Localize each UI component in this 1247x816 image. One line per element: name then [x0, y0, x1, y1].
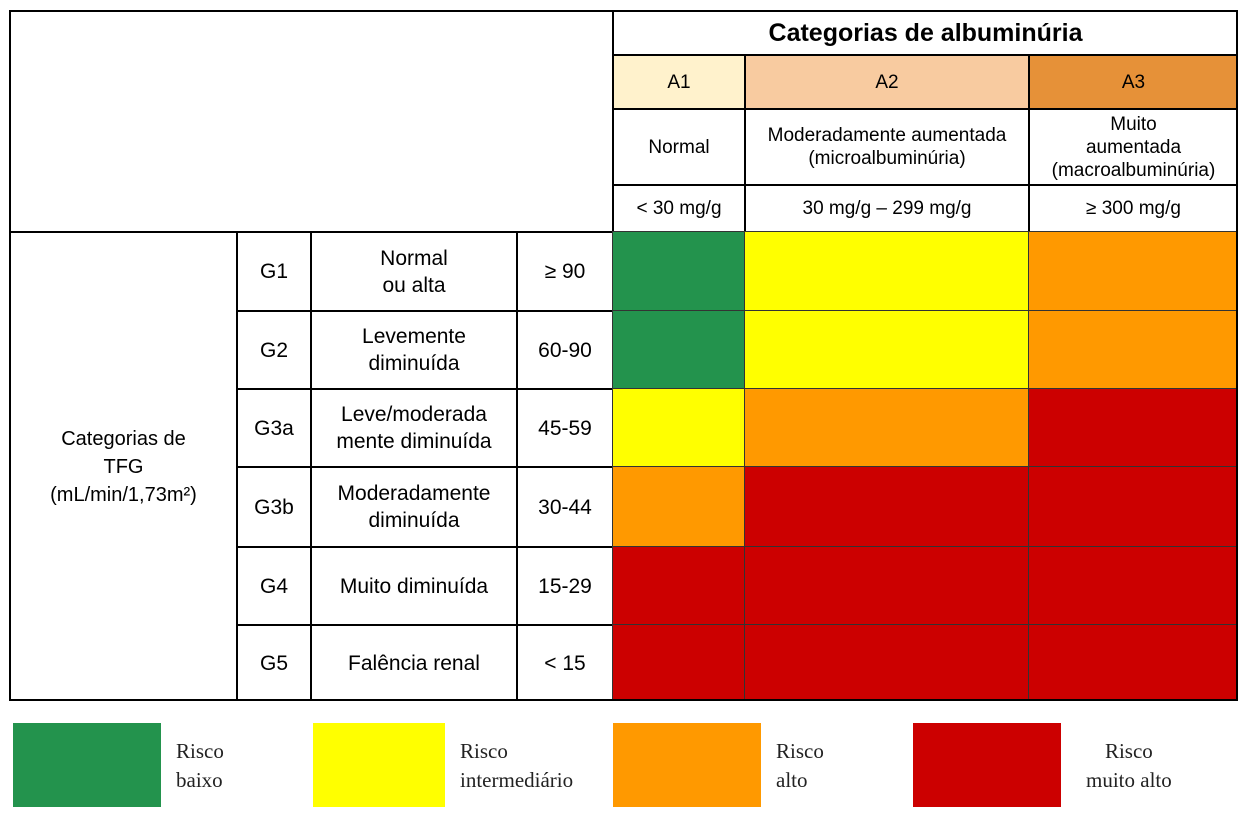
- header-a2: A2: [744, 54, 1028, 108]
- legend-label-baixo: Risco baixo: [176, 739, 224, 792]
- header-a3: A3: [1028, 54, 1237, 108]
- row-code: G5: [236, 624, 310, 700]
- row-code: G3b: [236, 466, 310, 546]
- row-description: Muito diminuída: [310, 546, 516, 624]
- desc-a3: Muito aumentada (macroalbuminúria): [1028, 108, 1237, 184]
- risk-cell-g3b-a3: [1028, 466, 1237, 546]
- row-code: G1: [236, 231, 310, 310]
- range-a1: < 30 mg/g: [612, 184, 744, 231]
- row-range: < 15: [516, 624, 612, 700]
- desc-a2: Moderadamente aumentada (microalbuminúri…: [744, 108, 1028, 184]
- row-range: ≥ 90: [516, 231, 612, 310]
- risk-cell-g5-a3: [1028, 624, 1237, 700]
- risk-cell-g3a-a2: [744, 388, 1028, 466]
- range-a2: 30 mg/g – 299 mg/g: [744, 184, 1028, 231]
- legend-label-muito-alto: Risco muito alto: [1086, 739, 1172, 792]
- risk-cell-g3b-a1: [612, 466, 744, 546]
- row-code: G4: [236, 546, 310, 624]
- row-range: 30-44: [516, 466, 612, 546]
- corner-blank: [9, 10, 612, 231]
- risk-cell-g3a-a3: [1028, 388, 1237, 466]
- risk-cell-g4-a3: [1028, 546, 1237, 624]
- albuminuria-title: Categorias de albuminúria: [612, 10, 1237, 54]
- row-range: 45-59: [516, 388, 612, 466]
- row-description: Leve/moderada mente diminuída: [310, 388, 516, 466]
- desc-a1: Normal: [612, 108, 744, 184]
- row-range: 60-90: [516, 310, 612, 388]
- row-range: 15-29: [516, 546, 612, 624]
- risk-cell-g5-a2: [744, 624, 1028, 700]
- row-description: Normal ou alta: [310, 231, 516, 310]
- row-code: G3a: [236, 388, 310, 466]
- risk-cell-g1-a2: [744, 231, 1028, 310]
- risk-cell-g3b-a2: [744, 466, 1028, 546]
- risk-table: Categorias de albuminúria A1 A2 A3 Norma…: [9, 10, 1238, 701]
- risk-cell-g1-a3: [1028, 231, 1237, 310]
- legend-swatch-alto: [613, 723, 761, 807]
- risk-cell-g2-a1: [612, 310, 744, 388]
- table-bottom-border: [9, 699, 1238, 701]
- risk-cell-g1-a1: [612, 231, 744, 310]
- risk-cell-g4-a2: [744, 546, 1028, 624]
- row-description: Levemente diminuída: [310, 310, 516, 388]
- risk-cell-g2-a2: [744, 310, 1028, 388]
- legend-swatch-muito-alto: [913, 723, 1061, 807]
- range-a3: ≥ 300 mg/g: [1028, 184, 1237, 231]
- row-description: Falência renal: [310, 624, 516, 700]
- tfg-label: Categorias de TFG (mL/min/1,73m²): [9, 231, 236, 701]
- legend-swatch-baixo: [13, 723, 161, 807]
- risk-cell-g3a-a1: [612, 388, 744, 466]
- row-description: Moderadamente diminuída: [310, 466, 516, 546]
- risk-cell-g5-a1: [612, 624, 744, 700]
- risk-cell-g2-a3: [1028, 310, 1237, 388]
- header-a1: A1: [612, 54, 744, 108]
- risk-cell-g4-a1: [612, 546, 744, 624]
- table-right-border: [1236, 10, 1238, 701]
- legend-swatch-intermediario: [313, 723, 445, 807]
- legend-label-intermediario: Risco intermediário: [460, 739, 574, 792]
- row-code: G2: [236, 310, 310, 388]
- legend-label-alto: Risco alto: [776, 739, 824, 792]
